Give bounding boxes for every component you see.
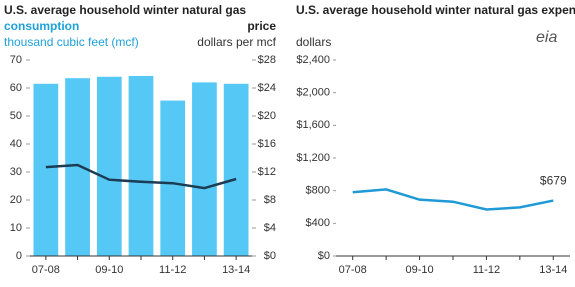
y-tick-label: $2,000: [296, 87, 330, 99]
y-axis-label: thousand cubic feet (mcf): [4, 35, 139, 49]
y-tick-label: 50: [10, 110, 22, 122]
logo: eia: [536, 29, 557, 46]
legend-label: price: [247, 19, 276, 33]
y2-tick-label: $4: [264, 222, 276, 234]
x-tick-label: 11-12: [159, 264, 186, 276]
x-tick-label: 07-08: [339, 264, 367, 276]
y2-tick-label: $12: [258, 166, 276, 178]
bar: [65, 78, 90, 256]
x-tick-label: 13-14: [222, 264, 250, 276]
y-tick-label: $1,200: [296, 152, 330, 164]
bar: [33, 83, 59, 256]
bar: [96, 76, 122, 256]
bar: [223, 83, 249, 256]
chart-title: U.S. average household winter natural ga…: [296, 3, 575, 17]
bar: [160, 100, 186, 256]
y2-tick-label: $8: [264, 194, 276, 206]
y-tick-label: $2,400: [296, 54, 330, 66]
y-tick-label: 60: [10, 82, 22, 94]
y2-axis-label: dollars per mcf: [197, 35, 276, 49]
y-tick-label: $0: [318, 250, 330, 262]
y-tick-label: 10: [10, 222, 22, 234]
chart-title: U.S. average household winter natural ga…: [4, 3, 246, 17]
x-tick-label: 11-12: [473, 264, 500, 276]
y-tick-label: 0: [16, 250, 22, 262]
y-tick-label: 70: [10, 54, 22, 66]
price-line: [45, 163, 237, 190]
y-tick-label: $400: [306, 217, 330, 229]
bar: [128, 75, 154, 257]
y2-tick-label: $20: [258, 110, 276, 122]
y-tick-label: 40: [10, 138, 22, 150]
bar: [192, 82, 217, 257]
y2-tick-label: $28: [258, 54, 276, 66]
y2-tick-label: $24: [258, 82, 276, 94]
x-tick-label: 07-08: [32, 264, 60, 276]
y-tick-label: 30: [10, 166, 22, 178]
y-tick-label: 20: [10, 194, 22, 206]
y-axis-label: dollars: [296, 35, 331, 49]
y2-tick-label: $16: [258, 138, 276, 150]
x-tick-label: 13-14: [539, 264, 567, 276]
y-tick-label: $800: [306, 185, 330, 197]
data-label: $679: [540, 174, 567, 188]
y-tick-label: $1,600: [296, 119, 330, 131]
legend-label: consumption: [4, 19, 79, 33]
expenditure-line: [352, 188, 554, 211]
x-tick-label: 09-10: [406, 264, 434, 276]
y2-tick-label: $0: [264, 250, 276, 262]
x-tick-label: 09-10: [95, 264, 123, 276]
